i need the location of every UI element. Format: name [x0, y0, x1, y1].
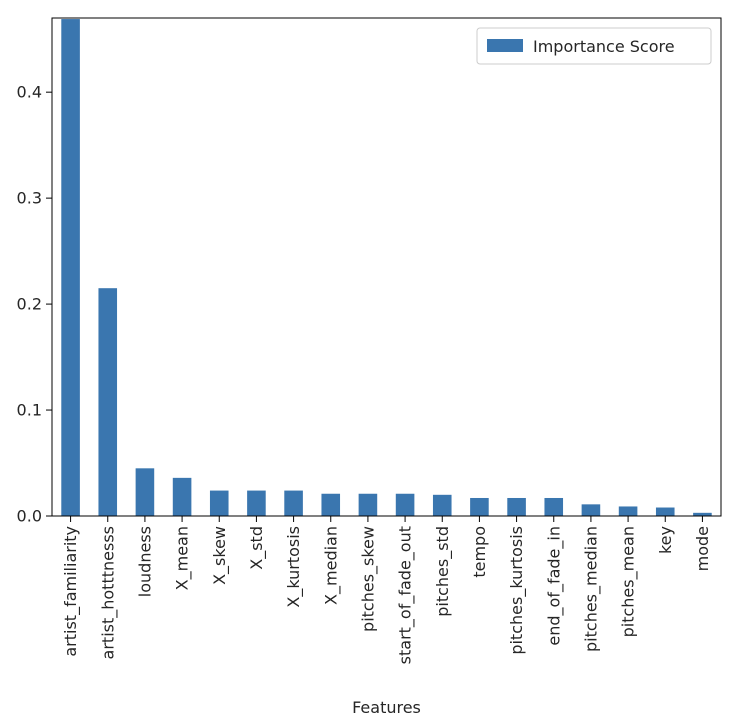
x-tick-label: X_kurtosis: [284, 526, 304, 608]
bar-artist-hotttnesss: [98, 288, 118, 516]
bar-key: [655, 507, 675, 516]
bar-x-mean: [172, 477, 192, 516]
x-tick-label: X_median: [321, 526, 341, 605]
bar-x-skew: [209, 490, 229, 516]
bar-loudness: [135, 468, 155, 516]
x-tick-label: mode: [693, 526, 712, 571]
y-tick-label: 0.4: [17, 83, 42, 102]
bar-pitches-kurtosis: [507, 497, 526, 516]
x-tick-label: pitches_skew: [358, 526, 378, 632]
y-tick-label: 0.3: [17, 189, 42, 208]
bar-x-median: [321, 493, 341, 516]
x-tick-label: pitches_median: [581, 526, 601, 652]
legend-swatch: [487, 39, 523, 52]
x-tick-label: end_of_fade_in: [544, 526, 564, 646]
x-axis-title: Features: [352, 698, 421, 717]
y-tick-label: 0.0: [17, 507, 42, 526]
bar-artist-familiarity: [61, 19, 80, 517]
x-tick-label: artist_hotttnesss: [98, 526, 118, 659]
bar-pitches-median: [581, 504, 601, 516]
x-tick-label: pitches_std: [433, 526, 453, 617]
y-axis: 0.0 0.1 0.2 0.3 0.4: [17, 83, 52, 526]
y-tick-label: 0.1: [17, 401, 42, 420]
bar-tempo: [470, 497, 489, 516]
x-tick-label: X_std: [247, 526, 267, 570]
legend-box: [476, 27, 712, 65]
legend: Importance Score: [476, 27, 712, 65]
x-tick-label: X_skew: [210, 526, 230, 585]
x-tick-label: artist_familiarity: [61, 526, 81, 657]
bar-pitches-std: [432, 494, 452, 516]
bar-x-kurtosis: [284, 490, 303, 516]
y-tick-label: 0.2: [17, 295, 42, 314]
bar-pitches-mean: [618, 506, 638, 516]
legend-label: Importance Score: [533, 37, 675, 56]
x-tick-label: pitches_kurtosis: [507, 526, 527, 655]
x-tick-label: key: [656, 526, 675, 554]
bar-mode: [693, 512, 712, 516]
bar-x-std: [247, 490, 266, 516]
x-axis: artist_familiarity artist_hotttnesss loudn…: [61, 516, 712, 664]
x-tick-label: X_mean: [173, 526, 193, 590]
x-tick-label: tempo: [470, 526, 489, 578]
x-tick-label: pitches_mean: [619, 526, 639, 637]
bar-end-of-fade-in: [544, 497, 564, 516]
x-tick-label: start_of_fade_out: [396, 526, 416, 664]
bar-start-of-fade-out: [395, 493, 415, 516]
bar-pitches-skew: [358, 493, 378, 516]
plot-frame: [51, 17, 722, 517]
x-tick-label: loudness: [135, 526, 154, 597]
bars-layer: [61, 19, 712, 517]
